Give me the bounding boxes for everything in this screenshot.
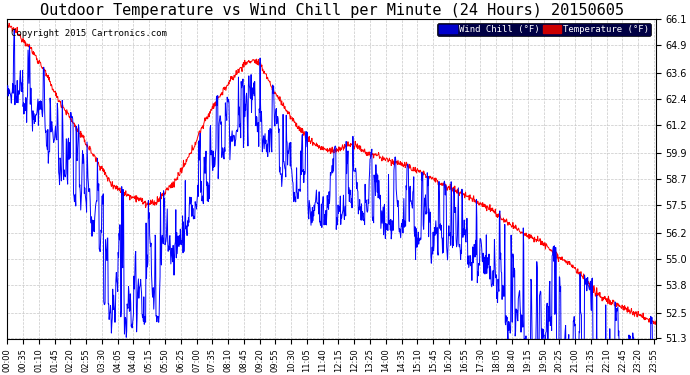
Title: Outdoor Temperature vs Wind Chill per Minute (24 Hours) 20150605: Outdoor Temperature vs Wind Chill per Mi… [39,3,624,18]
Legend: Wind Chill (°F), Temperature (°F): Wind Chill (°F), Temperature (°F) [437,24,651,36]
Text: Copyright 2015 Cartronics.com: Copyright 2015 Cartronics.com [10,28,166,38]
